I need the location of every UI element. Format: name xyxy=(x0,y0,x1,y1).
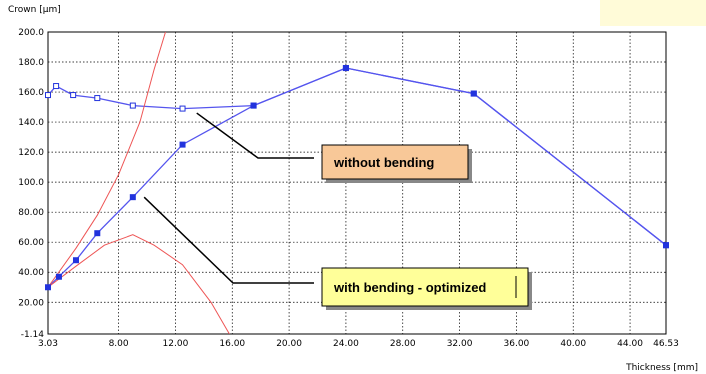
filled-square-marker xyxy=(250,102,257,109)
callout-label: with bending - optimized xyxy=(333,280,486,295)
red-curve-3 xyxy=(48,234,230,334)
y-axis-label: Crown [µm] xyxy=(8,5,61,15)
filled-square-marker xyxy=(45,284,51,291)
y-tick-label: 140.0 xyxy=(18,118,44,128)
filled-square-marker xyxy=(663,242,669,249)
y-tick-label: 20.00 xyxy=(18,298,44,308)
filled-square-marker xyxy=(470,90,477,97)
x-tick-label: 8.00 xyxy=(109,339,129,349)
x-tick-label: 20.00 xyxy=(276,339,302,349)
y-tick-label: 40.00 xyxy=(18,268,44,278)
axis-ticks: 3.03 8.00 12.00 16.00 20.00 24.00 28.00 32.00 36… xyxy=(18,28,679,349)
y-tick-label: 80.00 xyxy=(18,208,44,218)
callout-box xyxy=(321,144,469,180)
filled-square-marker xyxy=(179,141,186,148)
markers xyxy=(45,65,669,291)
y-tick-label: -1.14 xyxy=(21,330,45,340)
y-tick-label: 160.0 xyxy=(18,88,44,98)
open-square-marker xyxy=(179,105,186,112)
filled-square-marker xyxy=(72,257,79,264)
open-square-marker xyxy=(94,95,101,102)
x-tick-label: 40.00 xyxy=(560,339,586,349)
x-tick-label: 46.53 xyxy=(653,339,679,349)
callout-pointer xyxy=(196,112,314,159)
y-tick-label: 100.0 xyxy=(18,178,44,188)
y-tick-label: 180.0 xyxy=(18,58,44,68)
x-tick-label: 24.00 xyxy=(333,339,359,349)
filled-square-marker xyxy=(129,194,136,201)
open-square-marker xyxy=(129,102,136,109)
callout-box xyxy=(321,267,529,307)
top-right-band xyxy=(600,0,706,26)
open-square-marker xyxy=(70,92,77,99)
series-line-1 xyxy=(48,67,666,288)
open-square-marker xyxy=(53,83,60,90)
filled-square-marker xyxy=(55,273,62,280)
filled-square-marker xyxy=(94,230,101,237)
series xyxy=(48,32,666,334)
plot-frame xyxy=(47,31,667,335)
red-curve-2 xyxy=(48,32,166,288)
x-tick-label: 16.00 xyxy=(219,339,245,349)
annotations: without bending with bending - optimized xyxy=(143,112,532,310)
x-tick-label: 36.00 xyxy=(504,339,530,349)
y-tick-label: 120.0 xyxy=(18,148,44,158)
filled-square-marker xyxy=(342,65,349,72)
x-axis-label: Thickness [mm] xyxy=(625,363,698,373)
open-square-marker xyxy=(45,92,51,99)
x-tick-label: 3.03 xyxy=(38,339,58,349)
callout-label: without bending xyxy=(333,155,434,170)
callout-pointer xyxy=(143,196,314,284)
x-tick-label: 28.00 xyxy=(390,339,416,349)
x-tick-label: 32.00 xyxy=(447,339,473,349)
y-tick-label: 60.00 xyxy=(18,238,44,248)
x-tick-label: 44.00 xyxy=(617,339,643,349)
y-tick-label: 200.0 xyxy=(18,28,44,38)
x-tick-label: 12.00 xyxy=(163,339,189,349)
